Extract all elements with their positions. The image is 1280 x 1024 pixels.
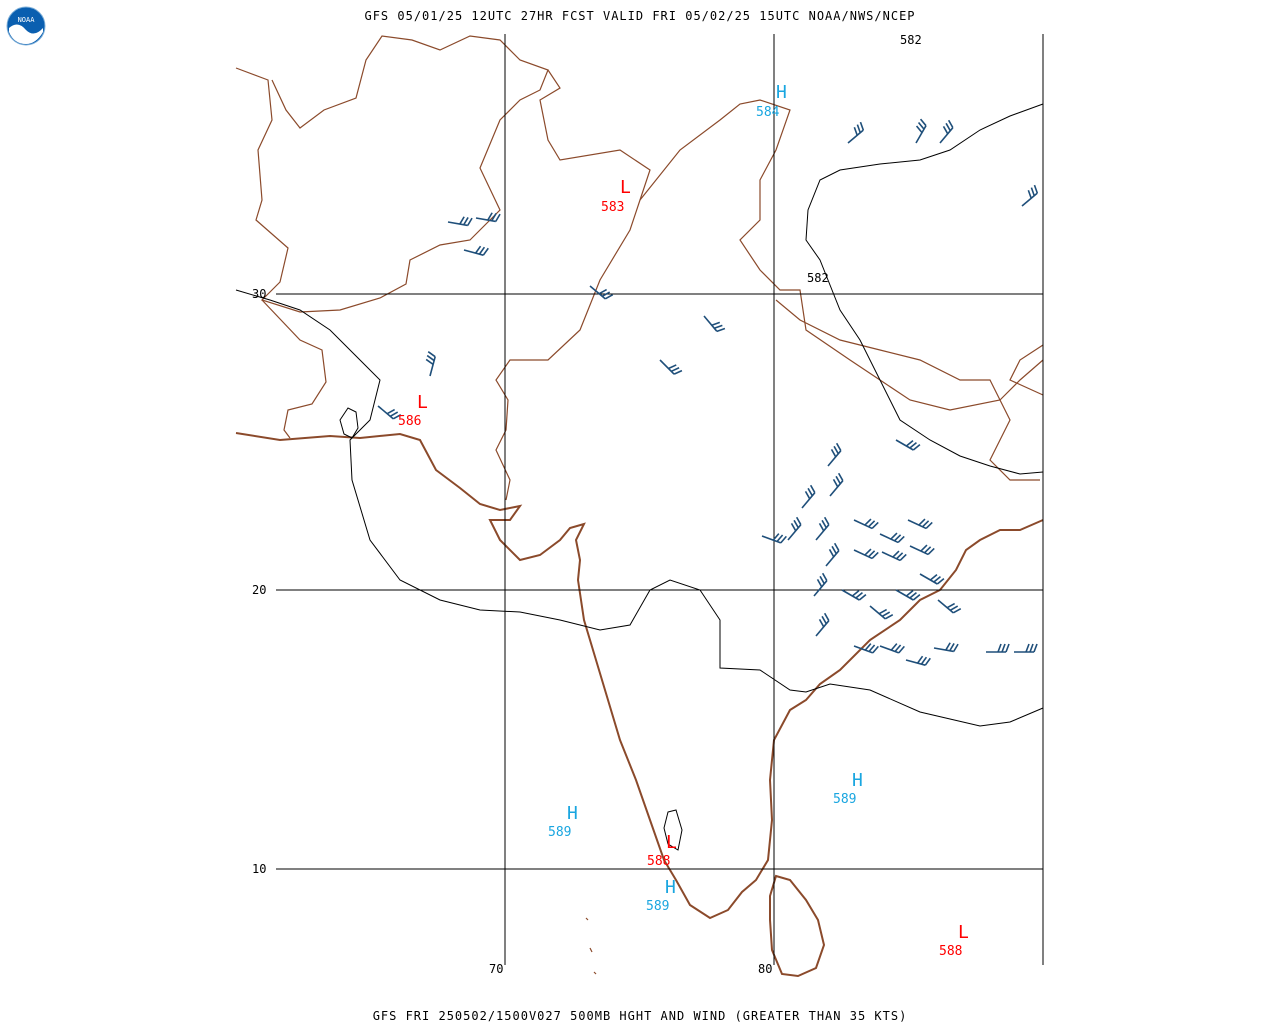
- wind-barb: [853, 643, 879, 654]
- pressure-center-low-586: L 586: [398, 392, 428, 429]
- wind-barb: [659, 359, 683, 375]
- wind-barbs: [377, 118, 1039, 666]
- wind-barb: [761, 533, 787, 544]
- wind-barb: [909, 544, 935, 556]
- country-borders: [235, 35, 1044, 978]
- wind-barb: [1014, 643, 1038, 653]
- wind-barb: [919, 573, 945, 585]
- wind-barb: [853, 518, 879, 530]
- lat-lon-grid: [276, 34, 1044, 965]
- pressure-center-symbol: L: [666, 832, 677, 853]
- pressure-center-value: 588: [647, 854, 670, 869]
- wind-barb: [847, 121, 865, 144]
- wind-barb: [815, 612, 830, 637]
- pressure-center-high-584: H 584: [756, 82, 787, 120]
- height-contours: [235, 103, 1044, 851]
- pressure-center-low-583: L 583: [601, 177, 631, 215]
- pressure-center-low-588-southeast: L 588: [939, 922, 969, 959]
- pressure-center-value: 583: [601, 200, 624, 215]
- chart-title: GFS 05/01/25 12UTC 27HR FCST VALID FRI 0…: [364, 9, 916, 23]
- pressure-center-value: 588: [939, 944, 962, 959]
- pressure-center-value: 584: [756, 105, 780, 120]
- pressure-center-symbol: H: [665, 877, 676, 898]
- pressure-center-high-589-south: H 589: [646, 877, 676, 914]
- wind-barb: [879, 643, 905, 654]
- pressure-center-symbol: H: [776, 82, 787, 103]
- wind-barb: [895, 589, 921, 601]
- pressure-center-symbol: L: [417, 392, 428, 413]
- pressure-center-symbol: H: [567, 803, 578, 824]
- wind-barb: [463, 245, 489, 256]
- wind-barb: [937, 599, 962, 614]
- noaa-logo: NOAA: [6, 6, 46, 46]
- wind-barb: [841, 589, 867, 601]
- pressure-center-high-589-east: H 589: [833, 770, 863, 807]
- pressure-center-value: 589: [833, 792, 856, 807]
- contour-label-582-top: 582: [900, 33, 922, 47]
- pressure-center-value: 589: [646, 899, 669, 914]
- pressure-center-value: 586: [398, 414, 421, 429]
- wind-barb: [881, 550, 907, 562]
- wind-barb: [907, 518, 933, 530]
- wind-barb: [475, 212, 501, 223]
- lat-label-20: 20: [252, 583, 266, 597]
- wind-barb: [801, 484, 816, 509]
- pressure-center-low-588-south: L 588: [647, 832, 677, 869]
- wind-barb: [825, 542, 840, 567]
- wind-barb: [787, 516, 802, 541]
- wind-barb: [425, 351, 436, 377]
- wind-barb: [933, 642, 959, 653]
- wind-barb: [986, 643, 1010, 653]
- wind-barb: [853, 548, 879, 560]
- pressure-center-high-589-west: H 589: [548, 803, 578, 840]
- wind-barb: [829, 472, 844, 497]
- wind-barb: [1021, 184, 1039, 207]
- lat-label-10: 10: [252, 862, 266, 876]
- pressure-center-symbol: L: [958, 922, 969, 943]
- contour-label-582-mid: 582: [807, 271, 829, 285]
- chart-caption: GFS FRI 250502/1500V027 500MB HGHT AND W…: [372, 1009, 908, 1023]
- wind-barb: [447, 216, 473, 227]
- wind-barb: [589, 285, 614, 300]
- noaa-logo-text: NOAA: [18, 16, 36, 24]
- pressure-center-value: 589: [548, 825, 571, 840]
- pressure-center-symbol: L: [620, 177, 631, 198]
- lon-label-70: 70: [489, 962, 503, 976]
- wind-barb: [879, 532, 905, 544]
- wind-barb: [815, 516, 830, 541]
- lat-label-30: 30: [252, 287, 266, 301]
- wind-barb: [813, 572, 828, 597]
- pressure-center-symbol: H: [852, 770, 863, 791]
- wind-barb: [939, 119, 954, 144]
- lon-label-80: 80: [758, 962, 772, 976]
- wind-barb: [905, 655, 931, 666]
- wind-barb: [915, 118, 927, 144]
- wind-barb: [869, 605, 894, 620]
- wind-barb: [377, 405, 402, 420]
- wind-barb: [827, 442, 842, 467]
- wind-barb: [703, 315, 726, 333]
- wind-barb: [895, 439, 921, 451]
